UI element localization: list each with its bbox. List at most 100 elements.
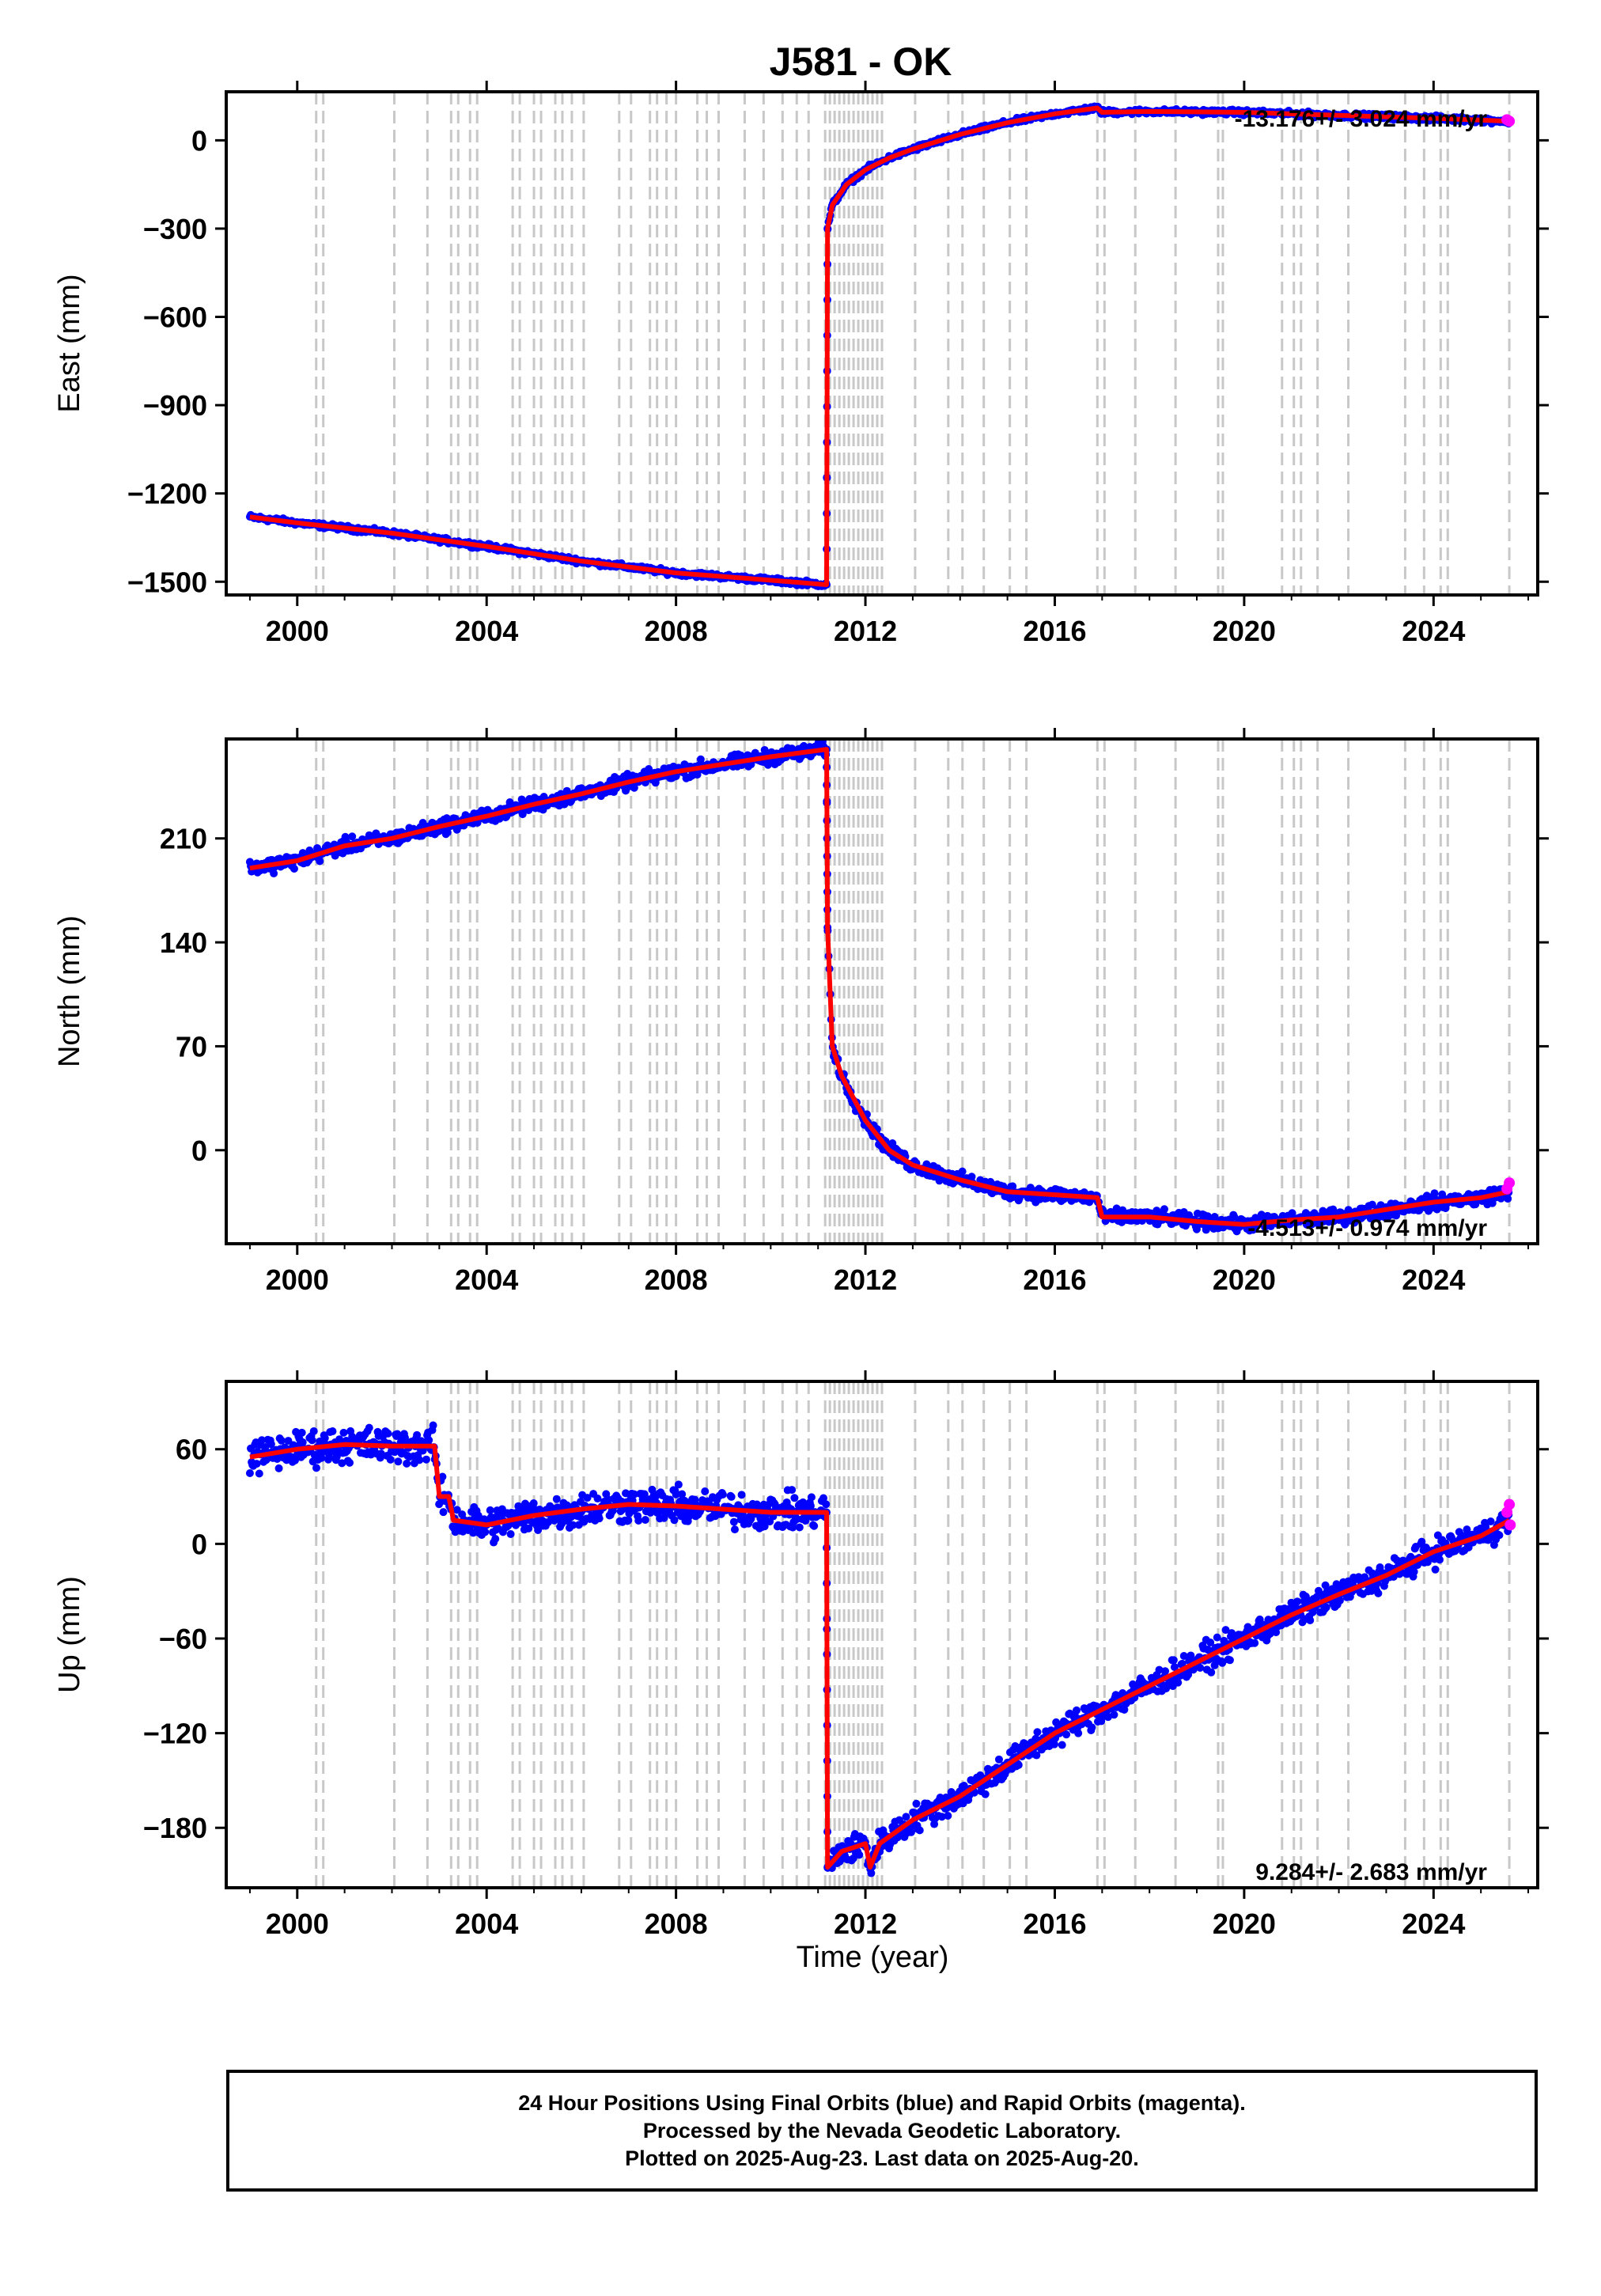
x-tick-label: 2024 <box>1402 1908 1465 1940</box>
data-point <box>595 1514 604 1523</box>
data-point <box>1032 1751 1041 1760</box>
data-point <box>810 1521 819 1530</box>
data-point <box>1014 1760 1023 1769</box>
data-point <box>624 1516 633 1525</box>
y-tick-label: 0 <box>191 1135 207 1167</box>
x-tick-label: 2024 <box>1402 1264 1465 1296</box>
data-point <box>1033 1728 1042 1737</box>
data-point <box>469 1529 478 1537</box>
y-tick-label: −120 <box>143 1718 207 1750</box>
caption-line-2: Processed by the Nevada Geodetic Laborat… <box>642 2118 1122 2143</box>
data-point <box>384 1429 392 1438</box>
data-point <box>1486 1517 1495 1526</box>
data-point <box>365 1423 373 1432</box>
data-point <box>524 1524 533 1533</box>
data-point <box>1103 1713 1112 1722</box>
model-line <box>249 1442 1511 1870</box>
data-point <box>486 1506 494 1514</box>
x-tick-label: 2000 <box>266 1908 329 1940</box>
x-tick-label: 2020 <box>1213 615 1276 647</box>
data-point <box>906 1828 915 1836</box>
data-point <box>1255 1615 1264 1623</box>
data-point <box>290 864 298 873</box>
data-point <box>730 1525 739 1534</box>
data-point <box>622 1489 630 1498</box>
data-point <box>1062 1730 1071 1739</box>
data-point <box>729 1517 738 1526</box>
data-point <box>339 1428 348 1437</box>
data-point <box>297 1428 306 1437</box>
data-point <box>727 1492 736 1501</box>
data-point <box>312 1464 320 1472</box>
data-point <box>562 786 571 795</box>
data-point <box>277 1436 286 1445</box>
data-point <box>822 1500 831 1509</box>
x-tick-label: 2000 <box>266 1264 329 1296</box>
data-point <box>670 1516 679 1525</box>
x-tick-label: 2016 <box>1023 1908 1086 1940</box>
plot-frame <box>225 737 1539 1245</box>
data-point <box>377 1449 385 1458</box>
data-point <box>255 1469 263 1478</box>
up-panel: 2000 2004 2008 2012 2016 2020 2024600−60−120−1… <box>53 1370 1549 1940</box>
data-point <box>1174 1678 1183 1687</box>
x-tick-label: 2016 <box>1023 1264 1086 1296</box>
data-point <box>1218 1658 1227 1667</box>
y-tick-label: 140 <box>160 926 207 959</box>
data-point <box>867 1869 876 1877</box>
y-tick-label: 0 <box>191 124 207 157</box>
x-tick-label: 2004 <box>455 1264 518 1296</box>
data-point <box>317 1453 326 1462</box>
data-point <box>529 1499 538 1508</box>
data-point <box>348 832 357 841</box>
data-point <box>1155 1665 1164 1674</box>
data-point <box>937 1813 946 1821</box>
y-tick-label: −900 <box>143 389 207 422</box>
data-point <box>645 765 653 774</box>
data-point <box>386 1455 395 1464</box>
data-point <box>298 1438 307 1446</box>
data-point <box>267 1440 275 1449</box>
data-point <box>1410 1567 1418 1576</box>
data-point <box>425 1436 433 1445</box>
data-point <box>807 1493 816 1502</box>
data-point <box>394 1457 403 1466</box>
data-point <box>1463 1525 1471 1534</box>
data-point <box>1160 1205 1168 1214</box>
y-tick-label: −180 <box>143 1812 207 1844</box>
data-point <box>630 783 638 792</box>
data-point <box>790 1494 799 1502</box>
data-point <box>806 1502 815 1510</box>
data-point <box>1368 1200 1376 1209</box>
data-point <box>1392 1211 1401 1220</box>
data-point <box>422 1455 430 1464</box>
data-point <box>1009 1182 1017 1191</box>
data-point <box>258 1436 267 1445</box>
data-point <box>1293 1597 1302 1606</box>
data-point <box>519 1519 528 1528</box>
y-tick-label: −1200 <box>127 478 207 510</box>
data-point <box>593 1495 602 1503</box>
data-point <box>583 1494 592 1502</box>
data-point <box>320 1434 329 1442</box>
y-tick-label: −1500 <box>127 566 207 598</box>
data-point <box>328 1427 337 1436</box>
x-tick-label: 2020 <box>1213 1264 1276 1296</box>
caption-line-3: Plotted on 2025-Aug-23. Last data on 202… <box>625 2146 1139 2170</box>
data-point <box>1210 1213 1219 1222</box>
y-axis-label: Up (mm) <box>53 1576 86 1693</box>
y-tick-label: −300 <box>143 213 207 245</box>
data-point <box>902 1813 910 1821</box>
data-point <box>308 1436 316 1445</box>
data-point <box>1169 1656 1178 1665</box>
data-point <box>701 1487 710 1495</box>
data-point <box>1495 1531 1504 1540</box>
caption-line-1: 24 Hour Positions Using Final Orbits (bl… <box>518 2090 1246 2115</box>
data-point <box>1306 1616 1315 1624</box>
data-point <box>718 1490 727 1498</box>
y-tick-label: 0 <box>191 1528 207 1560</box>
data-point <box>1196 1663 1205 1672</box>
x-tick-label: 2008 <box>645 615 708 647</box>
data-point <box>1178 1659 1187 1668</box>
